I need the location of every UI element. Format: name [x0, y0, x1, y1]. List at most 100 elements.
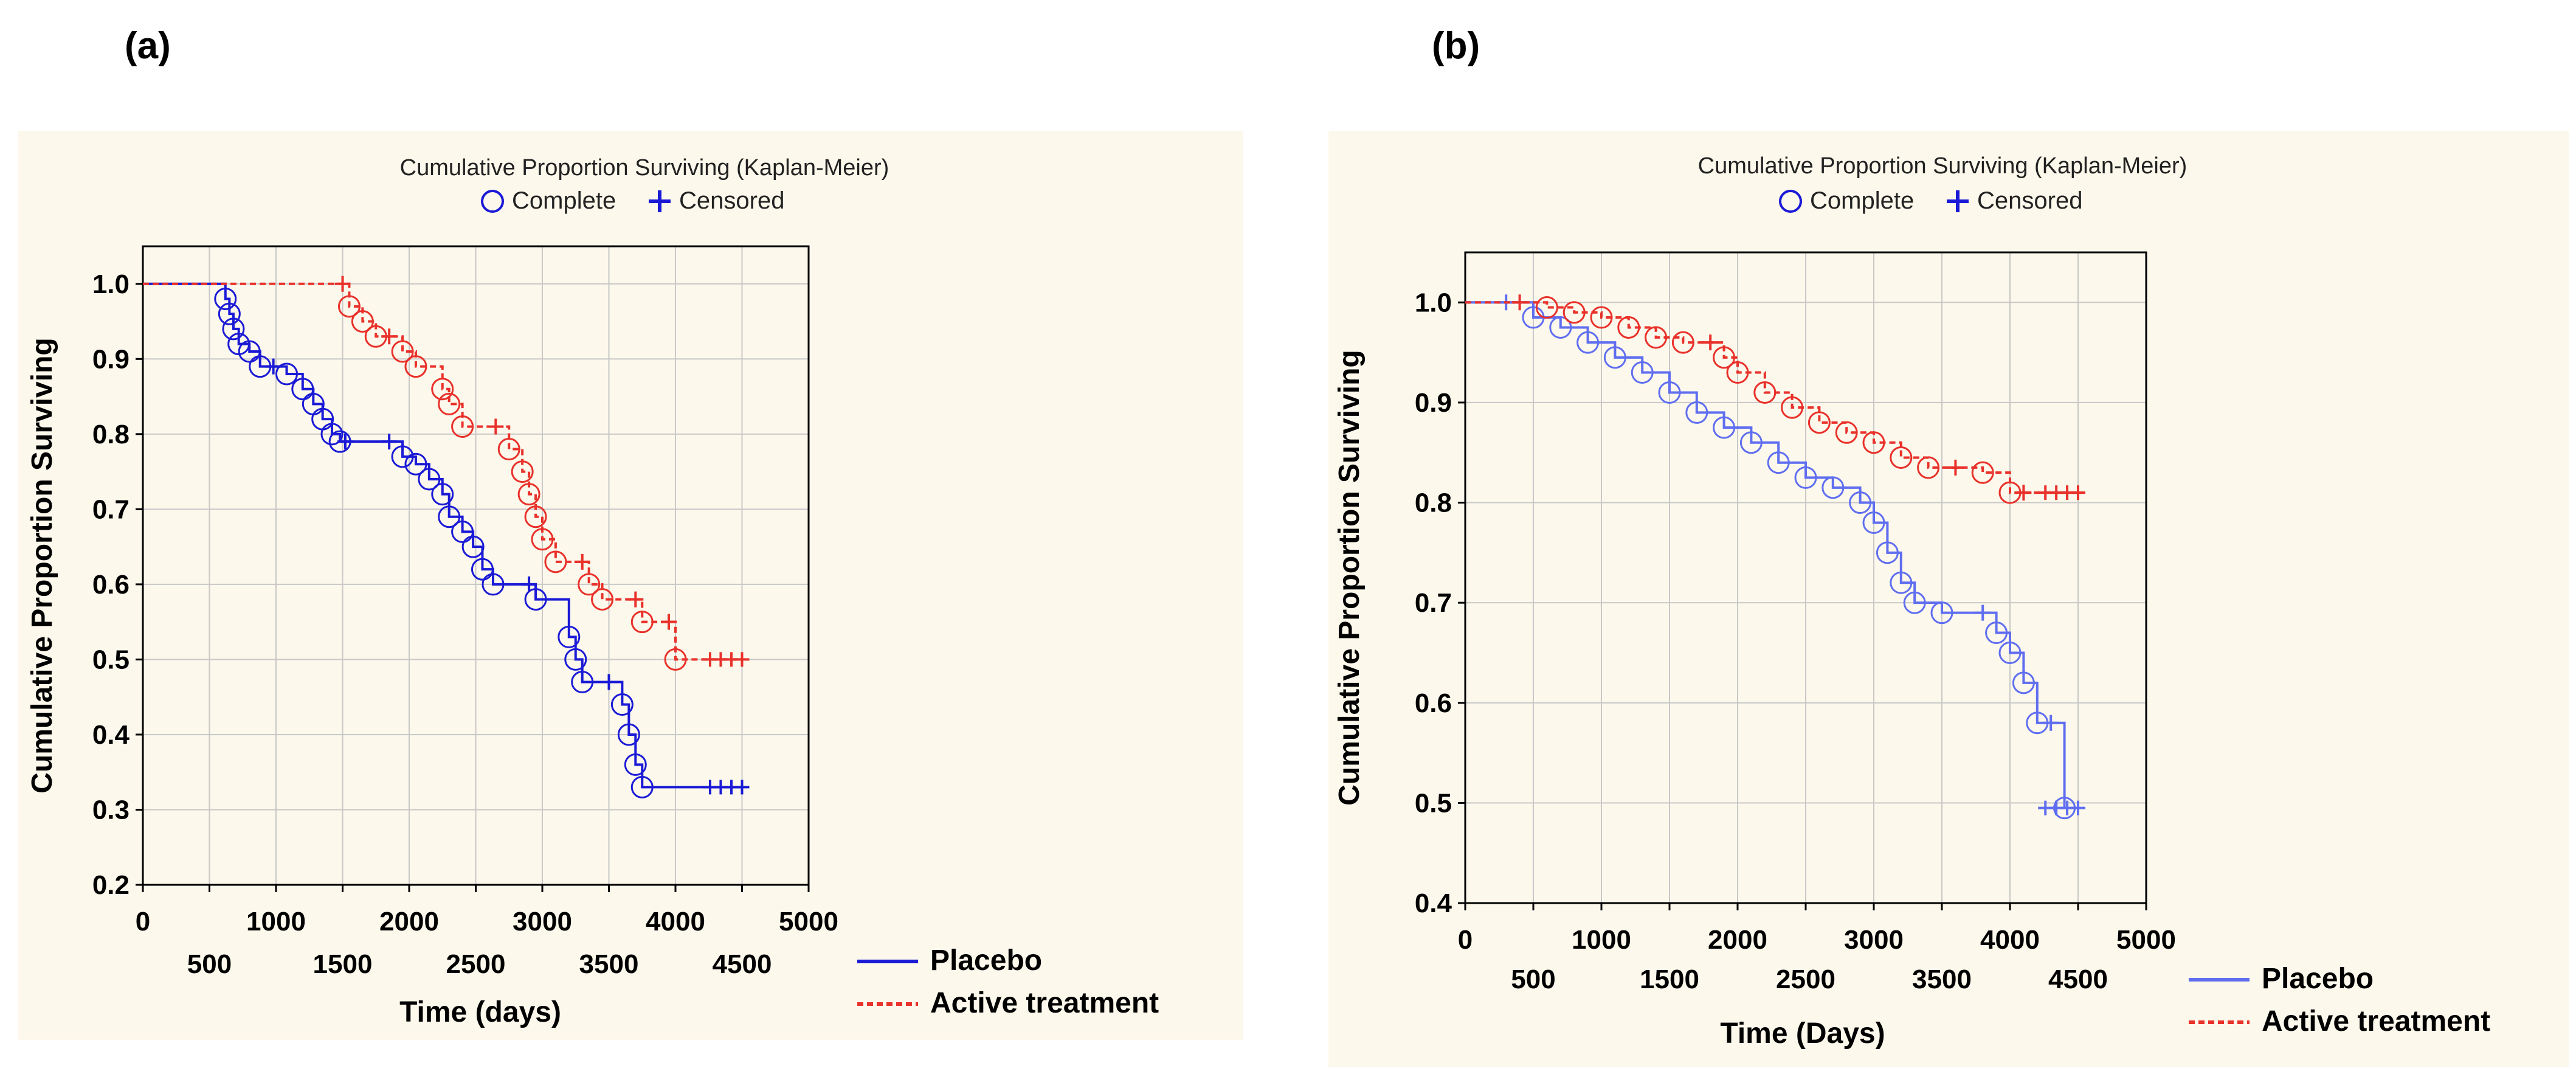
event-marker: [320, 423, 344, 446]
event-marker: [1890, 446, 1913, 469]
x-tick-label: 4500: [713, 949, 772, 979]
legend-censored-label: Censored: [1977, 187, 2082, 214]
event-marker: [1862, 431, 1885, 454]
x-tick-label: 1500: [313, 949, 373, 979]
event-marker: [1781, 396, 1804, 419]
censor-marker: [1975, 604, 1991, 621]
event-marker: [1563, 301, 1586, 324]
event-marker: [431, 483, 454, 506]
x-tick-label: 5000: [779, 907, 838, 937]
y-tick-label: 1.0: [1415, 288, 1452, 317]
x-tick-label: 2000: [1708, 925, 1767, 955]
event-marker: [558, 625, 581, 648]
event-marker: [1753, 381, 1777, 404]
y-tick-label: 0.4: [1415, 888, 1452, 918]
panel-label-a: (a): [125, 25, 171, 67]
event-marker: [1767, 451, 1790, 474]
x-tick-label: 2500: [1776, 964, 1835, 994]
event-marker: [571, 670, 594, 693]
censor-marker: [381, 434, 398, 450]
y-tick-label: 0.9: [1415, 388, 1452, 418]
legend-label-placebo: Placebo: [930, 944, 1042, 977]
y-axis-label: Cumulative Proportion Surviving: [26, 338, 58, 793]
censor-marker: [702, 780, 717, 795]
censored-marker-icon: [649, 190, 671, 212]
censor-marker: [661, 614, 677, 630]
x-tick-label: 1500: [1640, 964, 1699, 994]
chart-panel-b: [1328, 131, 2569, 1067]
censor-marker: [1511, 294, 1528, 311]
chart-b: 0.4 0.5 0.6 0.7 0.8 0.9 1.0 0 1000 2000 3000 4000 50…: [1333, 153, 2490, 1050]
event-marker: [1998, 641, 2022, 664]
y-tick-label: 0.9: [92, 344, 129, 374]
event-marker: [624, 753, 647, 776]
event-marker: [1794, 466, 1817, 489]
event-marker: [337, 295, 361, 318]
event-marker: [1849, 491, 1872, 514]
x-tick-label: 500: [1511, 964, 1555, 994]
event-marker: [451, 415, 474, 438]
event-marker: [222, 317, 245, 341]
series-line-active: [1465, 301, 2078, 494]
event-marker: [1535, 296, 1558, 319]
series-line-active: [143, 282, 742, 661]
x-tick-label: 0: [136, 907, 150, 937]
event-marker: [1985, 622, 2008, 645]
censor-marker: [2015, 485, 2032, 501]
event-marker: [1808, 411, 1831, 434]
y-tick-label: 0.8: [92, 420, 129, 449]
event-marker: [238, 340, 261, 363]
event-marker: [1713, 346, 1736, 369]
x-tick-label: 1000: [246, 907, 306, 937]
event-marker: [1549, 316, 1572, 339]
event-marker: [564, 648, 587, 671]
event-marker: [1890, 571, 1913, 594]
legend-complete-label: Complete: [1810, 187, 1914, 214]
censor-marker: [2038, 485, 2053, 500]
panel-label-b: (b): [1432, 25, 1480, 67]
y-tick-label: 0.6: [92, 570, 129, 600]
event-marker: [630, 775, 654, 798]
event-marker: [1971, 461, 1994, 484]
event-marker: [1590, 306, 1613, 329]
event-marker: [291, 378, 314, 401]
event-marker: [391, 445, 414, 468]
event-marker: [524, 505, 547, 528]
event-marker: [1617, 316, 1640, 339]
event-marker: [1576, 331, 1600, 354]
x-tick-label: 500: [187, 949, 232, 979]
event-marker: [511, 460, 534, 483]
event-marker: [610, 693, 634, 716]
x-tick-label: 4000: [646, 907, 705, 937]
censor-marker: [702, 652, 717, 667]
y-tick-label: 0.4: [92, 720, 130, 750]
y-tick-label: 0.6: [1415, 688, 1452, 718]
censor-marker: [337, 434, 353, 450]
y-tick-label: 0.7: [92, 494, 129, 524]
event-marker: [438, 505, 461, 528]
censor-marker: [601, 674, 617, 690]
event-marker: [1822, 476, 1845, 499]
censor-marker: [334, 275, 351, 292]
censored-marker-icon: [1947, 190, 1969, 212]
event-marker: [404, 355, 427, 378]
chart-title: Cumulative Proportion Surviving (Kaplan-…: [400, 155, 889, 181]
event-marker: [1862, 511, 1885, 534]
x-tick-label: 3000: [1844, 925, 1904, 955]
event-marker: [524, 588, 547, 611]
chart-panel-a: [18, 131, 1243, 1040]
event-marker: [482, 573, 505, 596]
complete-marker-icon: [481, 190, 504, 213]
y-axis-label: Cumulative Proportion Surviving: [1333, 350, 1366, 805]
event-marker: [1631, 361, 1654, 384]
event-marker: [431, 378, 454, 401]
event-marker: [578, 573, 601, 596]
x-tick-label: 3500: [1912, 964, 1972, 994]
x-tick-label: 5000: [2116, 925, 2176, 955]
censor-marker: [627, 591, 644, 608]
event-marker: [351, 310, 374, 333]
event-marker: [1603, 346, 1626, 369]
event-marker: [1645, 326, 1668, 349]
event-marker: [630, 611, 654, 634]
